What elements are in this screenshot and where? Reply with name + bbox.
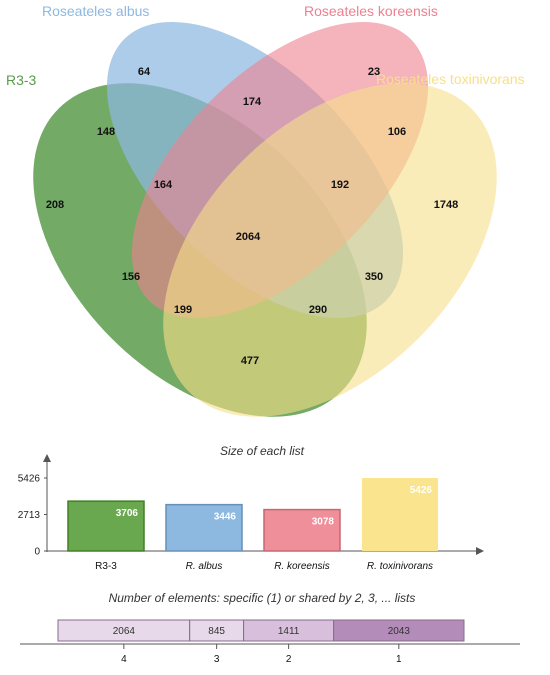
y-tick-label: 2713 (18, 510, 41, 521)
size-chart-categories: R3-3 R. albus R. koreensis R. toxinivorans (95, 561, 433, 572)
count-albus-toxinivorans: 350 (365, 271, 383, 283)
shared-elements-chart: Number of elements: specific (1) or shar… (20, 591, 520, 665)
count-albus-koreensis-toxinivorans: 192 (331, 179, 349, 191)
size-bar-value: 3446 (214, 512, 237, 523)
count-koreensis-toxinivorans: 106 (388, 126, 406, 138)
set-label-r33: R3-3 (6, 72, 37, 88)
count-r33-koreensis: 156 (122, 271, 140, 283)
shared-chart-title: Number of elements: specific (1) or shar… (109, 591, 416, 605)
shared-segment-value: 2043 (388, 626, 411, 637)
count-r33-toxinivorans: 477 (241, 355, 259, 367)
count-only-toxinivorans: 1748 (434, 199, 458, 211)
size-bar (165, 503, 243, 552)
size-chart-bars: 3706 3446 3078 5426 (67, 478, 438, 552)
count-all-four: 2064 (236, 231, 261, 243)
count-only-albus: 64 (138, 66, 151, 78)
venn-region-counts: 64 23 174 148 106 164 192 208 1748 2064 … (46, 66, 458, 367)
size-bar-chart: Size of each list 0 2713 5426 3706 3446 3078… (18, 444, 484, 572)
y-tick-label: 5426 (18, 474, 41, 485)
size-bar (67, 500, 145, 552)
shared-chart-ticks: 4 3 2 1 (121, 644, 402, 665)
y-axis-arrow-icon (43, 454, 51, 462)
count-only-r33: 208 (46, 199, 64, 211)
count-r33-albus: 148 (97, 126, 115, 138)
shared-segment-value: 1411 (278, 626, 300, 637)
shared-tick-label: 2 (286, 654, 292, 665)
size-chart-y-ticks: 0 2713 5426 (18, 474, 47, 558)
x-axis-arrow-icon (476, 547, 484, 555)
set-label-toxinivorans: Roseateles toxinivorans (376, 71, 525, 87)
count-r33-albus-koreensis: 164 (154, 179, 173, 191)
count-r33-koreensis-toxinivorans: 199 (174, 304, 192, 316)
shared-segment-value: 2064 (113, 626, 136, 637)
size-category-label: R. albus (186, 561, 223, 572)
size-bar (263, 508, 341, 552)
size-bar-value: 3706 (116, 508, 139, 519)
venn-ellipses (33, 21, 497, 417)
size-category-label: R3-3 (95, 561, 117, 572)
size-bar (362, 478, 438, 551)
shared-tick-label: 1 (396, 654, 402, 665)
size-bar-value: 3078 (312, 517, 335, 528)
shared-segment-value: 845 (208, 626, 225, 637)
shared-segment (333, 619, 465, 642)
shared-tick-label: 3 (214, 654, 220, 665)
set-label-koreensis: Roseateles koreensis (304, 3, 438, 19)
size-bar-value: 5426 (410, 485, 433, 496)
ellipse-toxinivorans (163, 83, 497, 417)
shared-tick-label: 4 (121, 654, 127, 665)
shared-chart-segments: 2064 845 1411 2043 (57, 619, 465, 642)
y-tick-label: 0 (34, 547, 40, 558)
set-label-albus: Roseateles albus (42, 3, 149, 19)
size-category-label: R. toxinivorans (367, 561, 433, 572)
size-chart-title: Size of each list (220, 444, 305, 458)
count-r33-albus-toxinivorans: 290 (309, 304, 327, 316)
count-albus-koreensis: 174 (243, 96, 262, 108)
count-only-koreensis: 23 (368, 66, 380, 78)
size-category-label: R. koreensis (274, 561, 330, 572)
